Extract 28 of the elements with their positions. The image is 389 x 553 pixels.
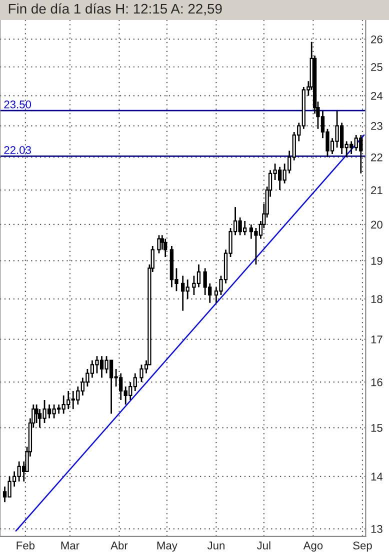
y-tick-label: 26 [371, 35, 382, 44]
x-tick-label: Abr [110, 541, 128, 550]
y-tick-label: 24 [371, 92, 383, 100]
y-tick-label: 18 [371, 295, 382, 304]
x-tick-label: Ago [303, 542, 323, 552]
y-tick-label: 23 [371, 122, 382, 130]
ref-line-label: 23.50 [4, 100, 32, 108]
x-tick-label: Mar [61, 542, 80, 550]
y-tick-label: 13 [371, 525, 382, 533]
x-tick-label: Jul [256, 541, 270, 550]
x-tick-label: May [157, 542, 178, 552]
ref-line-label: 22.03 [4, 146, 31, 154]
y-tick-label: 15 [371, 424, 382, 432]
x-tick-label: Sep [353, 542, 372, 552]
y-tick-label: 19 [371, 256, 382, 265]
y-tick-label: 14 [371, 472, 383, 480]
candlestick [34, 404, 38, 424]
y-tick-label: 16 [371, 378, 382, 386]
y-tick-label: 25 [371, 63, 382, 72]
y-tick-label: 17 [371, 336, 382, 344]
x-tick-label: Jun [207, 542, 224, 550]
candlestick [157, 234, 161, 254]
candlestick [164, 238, 168, 258]
y-tick-label: 21 [371, 186, 382, 194]
chart-title: Fin de día 1 días H: 12:15 A: 22,59 [8, 3, 222, 16]
y-tick-label: 22 [371, 153, 382, 162]
x-tick-label: Feb [16, 541, 35, 550]
y-tick-label: 20 [371, 220, 382, 229]
